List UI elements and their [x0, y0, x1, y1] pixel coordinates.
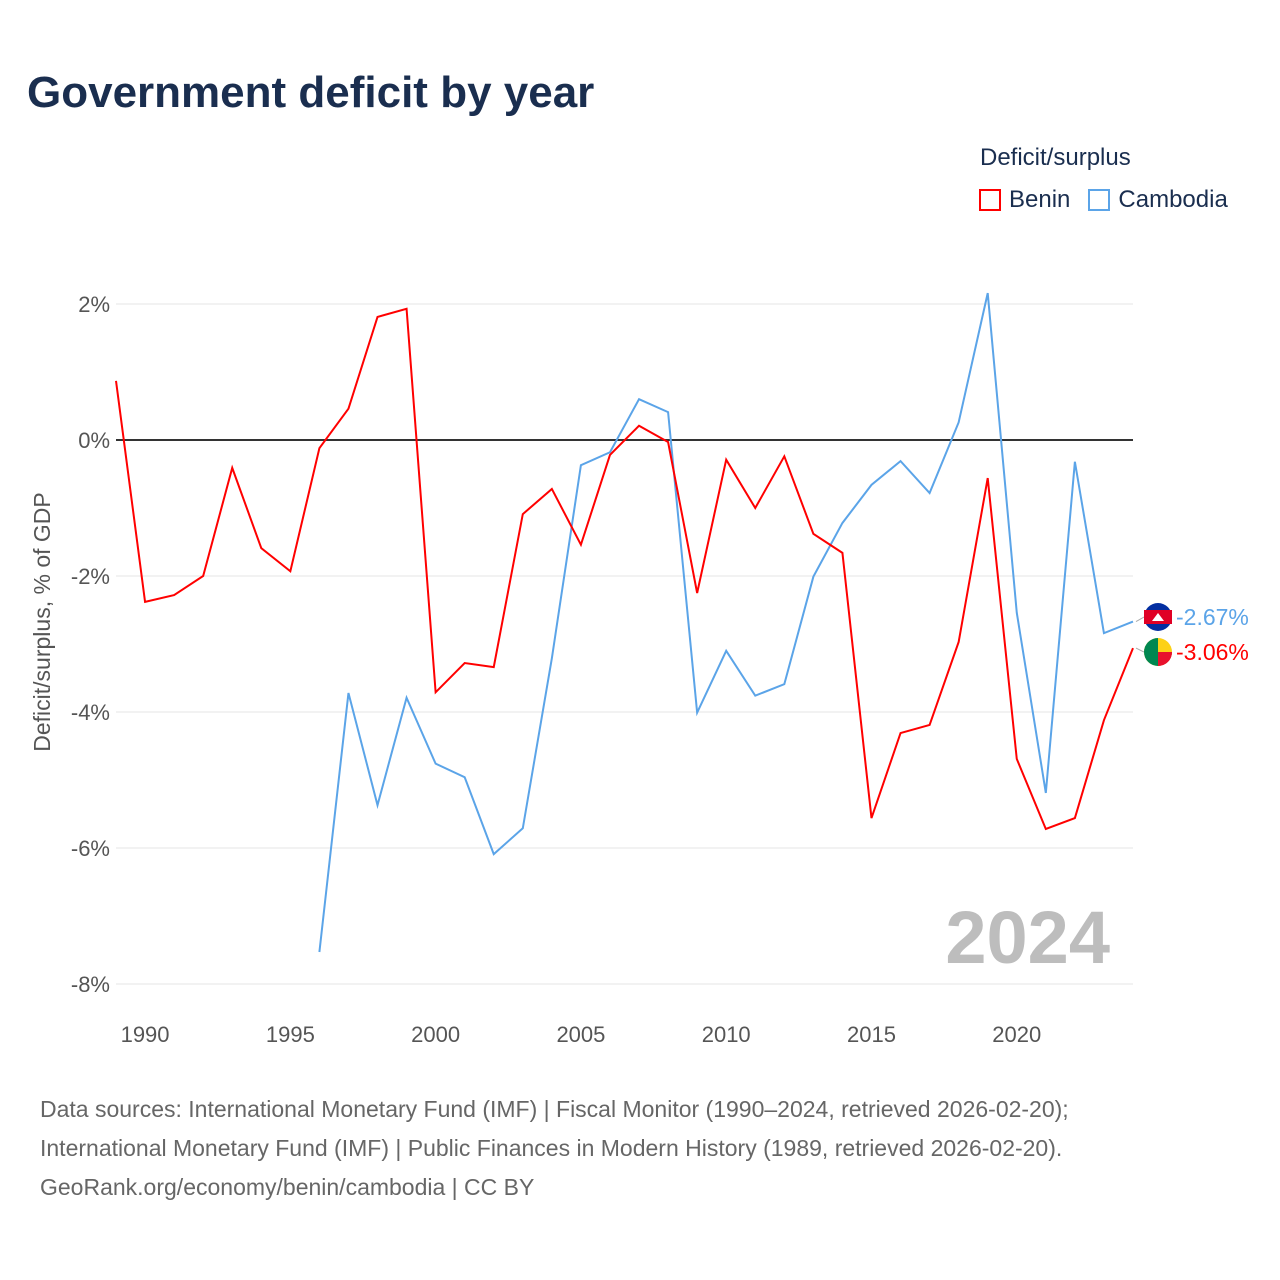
y-tick-label: -2% [71, 564, 110, 589]
label-connector [1135, 647, 1145, 653]
y-tick-label: -8% [71, 972, 110, 997]
legend-item-cambodia[interactable]: Cambodia [1088, 186, 1228, 214]
x-tick-label: 2000 [411, 1022, 460, 1047]
y-axis-label: Deficit/surplus, % of GDP [29, 492, 55, 751]
series-line-benin [115, 307, 1134, 831]
end-value-label: -2.67% [1176, 604, 1249, 630]
y-tick-label: -4% [71, 700, 110, 725]
x-tick-label: 2005 [556, 1022, 605, 1047]
legend-label: Cambodia [1118, 186, 1228, 213]
x-tick-label: 2010 [702, 1022, 751, 1047]
cambodia-flag-icon [1144, 603, 1172, 631]
source-note: Data sources: International Monetary Fun… [40, 1090, 1069, 1207]
flag-part [1144, 638, 1158, 666]
source-line: Data sources: International Monetary Fun… [40, 1096, 1069, 1122]
legend-title: Deficit/surplus [980, 144, 1131, 171]
series-line-cambodia [318, 292, 1134, 953]
benin-flag-icon [1144, 638, 1172, 666]
y-tick-label: 0% [78, 428, 110, 453]
legend: Benin Cambodia [979, 186, 1228, 214]
label-connector [1135, 616, 1145, 622]
flag-part [1158, 652, 1172, 666]
chart-title: Government deficit by year [27, 68, 595, 117]
x-tick-label: 2015 [847, 1022, 896, 1047]
x-tick-label: 1990 [121, 1022, 170, 1047]
legend-label: Benin [1009, 186, 1071, 213]
flag-part [1152, 613, 1164, 621]
y-tick-label: 2% [78, 292, 110, 317]
x-tick-label: 1995 [266, 1022, 315, 1047]
legend-item-benin[interactable]: Benin [979, 186, 1070, 214]
x-tick-label: 2020 [992, 1022, 1041, 1047]
legend-swatch [979, 189, 1001, 211]
year-watermark: 2024 [945, 896, 1110, 979]
end-value-label: -3.06% [1176, 639, 1249, 665]
source-line: International Monetary Fund (IMF) | Publ… [40, 1135, 1063, 1161]
legend-swatch [1088, 189, 1111, 211]
y-tick-label: -6% [71, 836, 110, 861]
source-link[interactable]: GeoRank.org/economy/benin/cambodia | CC … [40, 1174, 535, 1200]
